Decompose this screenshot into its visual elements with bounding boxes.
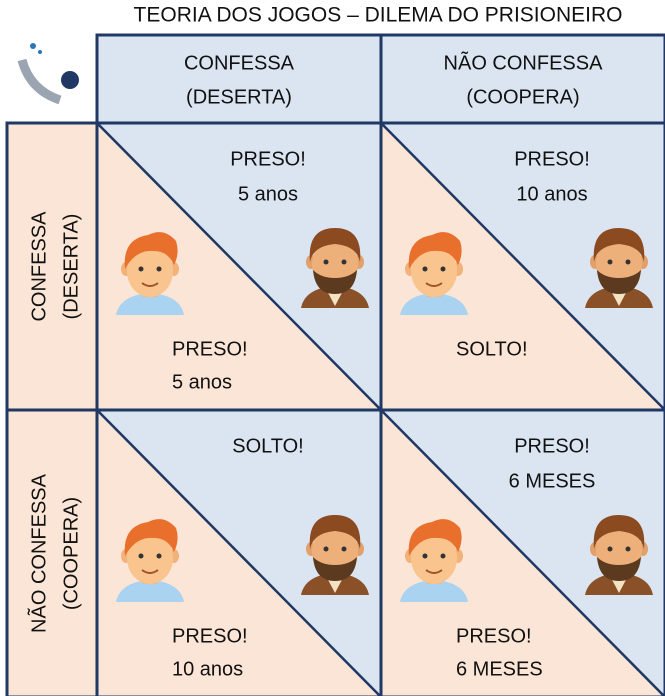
row-header-text: (DESERTA) xyxy=(60,214,82,320)
payoff-a: PRESO! xyxy=(456,625,532,647)
eye xyxy=(156,553,162,559)
payoff-b: 10 anos xyxy=(516,183,587,205)
eye xyxy=(625,259,631,265)
diagonal xyxy=(96,409,382,696)
payoff-b: SOLTO! xyxy=(232,435,304,457)
row-header xyxy=(5,121,99,412)
row-header xyxy=(5,408,99,696)
shirt xyxy=(116,580,184,602)
head xyxy=(411,245,457,297)
prisoner-a-icon xyxy=(116,232,184,315)
prisoner-b-icon xyxy=(301,515,369,595)
eye xyxy=(607,546,613,552)
payoff-a: 6 MESES xyxy=(456,658,543,680)
payoff-b: PRESO! xyxy=(230,148,306,170)
eye xyxy=(138,553,144,559)
hair xyxy=(593,515,645,549)
cell-border xyxy=(379,408,665,696)
eye xyxy=(440,553,446,559)
payoff-cell: PRESO! 5 anos PRESO! 5 anos xyxy=(95,121,383,412)
hair xyxy=(309,515,361,549)
logo xyxy=(17,43,79,105)
beard xyxy=(313,557,357,581)
payoff-a: SOLTO! xyxy=(456,338,528,360)
hair xyxy=(124,519,178,556)
column-header-text: CONFESSA xyxy=(184,52,295,74)
shirt xyxy=(400,580,468,602)
smile xyxy=(141,569,159,574)
hair xyxy=(124,232,178,269)
prisoner-b-icon xyxy=(585,515,653,595)
head xyxy=(411,532,457,584)
eye xyxy=(440,266,446,272)
hair xyxy=(408,519,462,556)
eye xyxy=(422,266,428,272)
eye xyxy=(607,259,613,265)
eye xyxy=(138,266,144,272)
column-header-text: (COOPERA) xyxy=(466,86,579,108)
beard xyxy=(597,270,641,294)
payoff-a: 10 anos xyxy=(172,658,243,680)
payoff-b: 5 anos xyxy=(238,183,298,205)
eye xyxy=(341,546,347,552)
payoff-cell: PRESO! 6 MESES PRESO! 6 MESES xyxy=(379,408,665,696)
hair xyxy=(593,228,645,262)
prisoner-b-icon xyxy=(585,228,653,308)
title: TEORIA DOS JOGOS – DILEMA DO PRISIONEIRO xyxy=(134,4,623,27)
hair xyxy=(309,228,361,262)
row-header-text: NÃO CONFESSA xyxy=(26,473,50,633)
head xyxy=(127,245,173,297)
beard xyxy=(313,270,357,294)
payoff-a: 5 anos xyxy=(172,371,232,393)
column-header xyxy=(379,33,665,125)
payoff-b: PRESO! xyxy=(514,148,590,170)
row-header-text: (COOPERA) xyxy=(60,497,82,610)
prisoner-b-icon xyxy=(301,228,369,308)
eye xyxy=(625,546,631,552)
beard xyxy=(597,557,641,581)
head xyxy=(127,532,173,584)
eye xyxy=(156,266,162,272)
shirt xyxy=(400,293,468,315)
prisoner-a-icon xyxy=(400,519,468,602)
payoff-a: PRESO! xyxy=(172,625,248,647)
payoff-a: PRESO! xyxy=(172,338,248,360)
eye xyxy=(323,259,329,265)
row-header-text: CONFESSA xyxy=(28,211,50,322)
column-header xyxy=(95,33,383,125)
shirt xyxy=(116,293,184,315)
prisoner-a-icon xyxy=(116,519,184,602)
smile xyxy=(425,282,443,287)
payoff-cell: PRESO! 10 anos SOLTO! xyxy=(379,121,665,412)
diagonal xyxy=(380,122,665,411)
prisoner-a-icon xyxy=(400,232,468,315)
eye xyxy=(341,259,347,265)
payoff-cell: SOLTO! PRESO! 10 anos xyxy=(95,408,383,696)
diagonal xyxy=(96,122,382,411)
diagonal xyxy=(380,409,665,696)
eye xyxy=(422,553,428,559)
payoff-b: 6 MESES xyxy=(509,470,596,492)
hair xyxy=(408,232,462,269)
smile xyxy=(141,282,159,287)
smile xyxy=(425,569,443,574)
eye xyxy=(323,546,329,552)
column-header-text: (DESERTA) xyxy=(186,86,292,108)
payoff-b: PRESO! xyxy=(514,435,590,457)
column-header-text: NÃO CONFESSA xyxy=(444,50,604,74)
